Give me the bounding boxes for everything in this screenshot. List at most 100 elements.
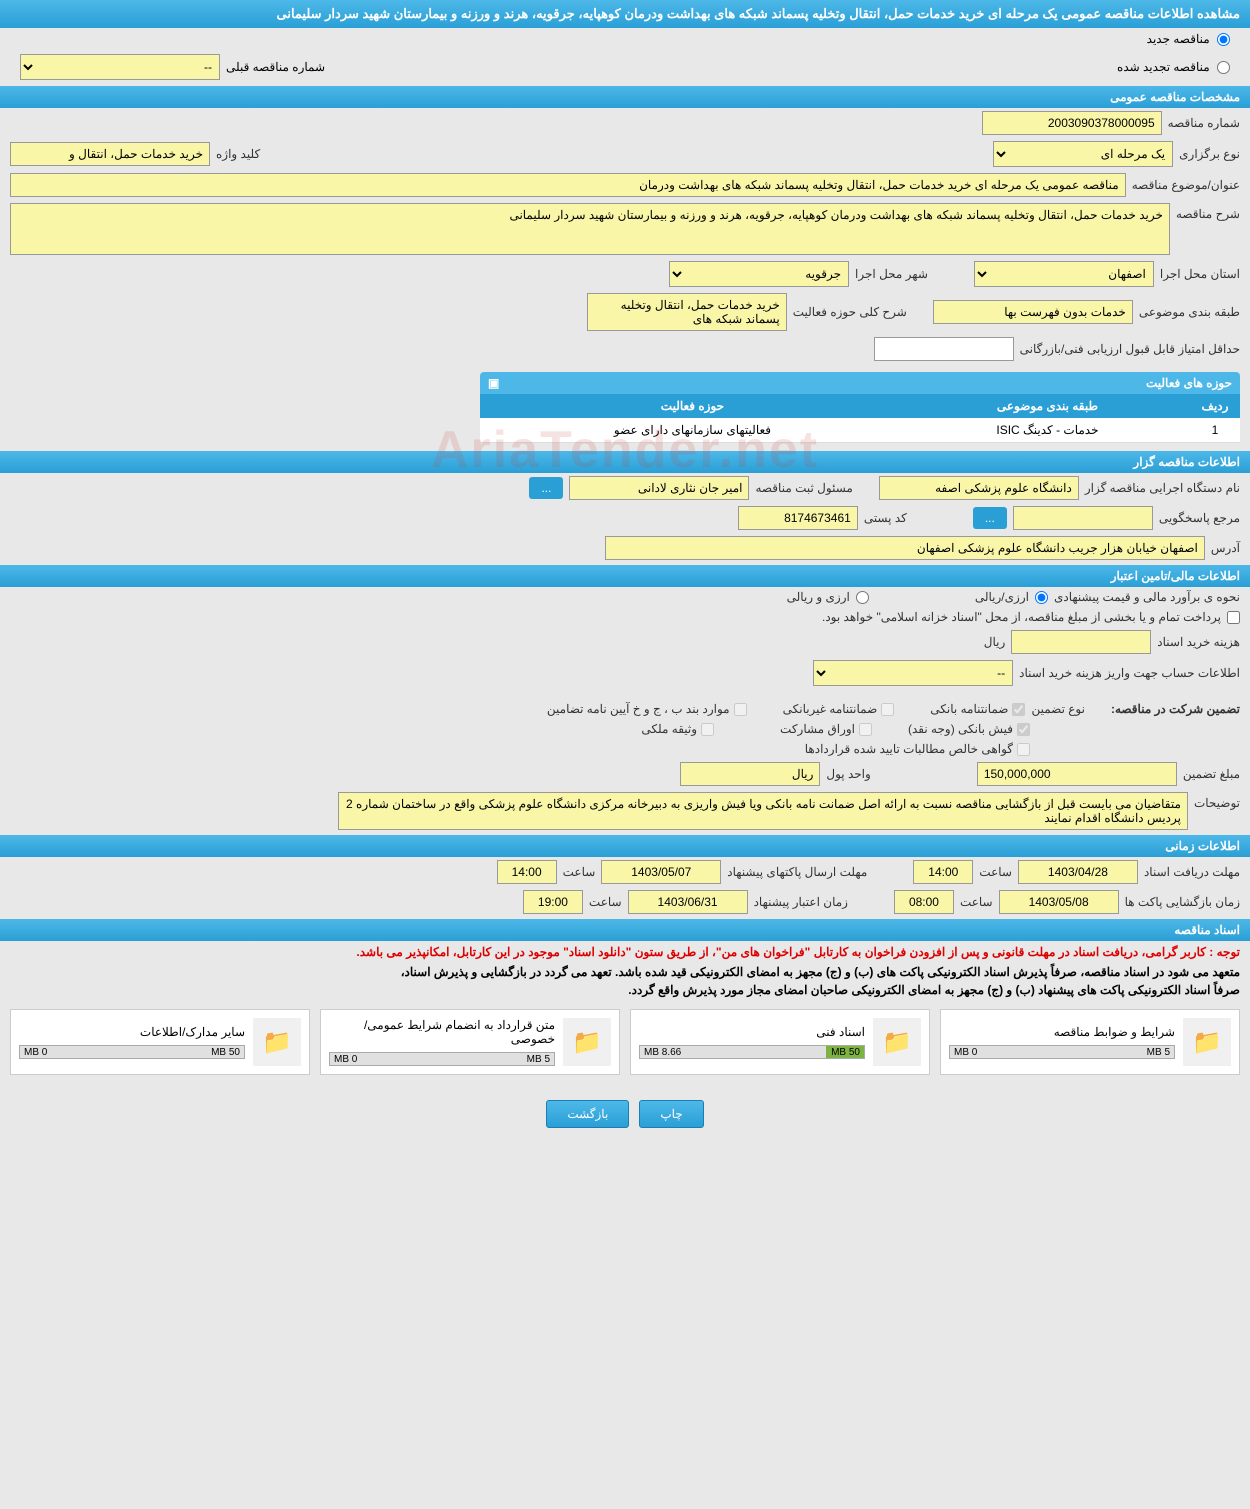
folder-icon: 📁 bbox=[253, 1018, 301, 1066]
select-city[interactable]: جرقویه bbox=[669, 261, 849, 287]
label-postal: کد پستی bbox=[864, 511, 907, 525]
progress-bar: 5 MB0 MB bbox=[949, 1045, 1175, 1059]
input-min-score[interactable] bbox=[874, 337, 1014, 361]
notice-2: صرفاً اسناد الکترونیکی پاکت های پیشنهاد … bbox=[0, 981, 1250, 999]
label-min-score: حداقل امتیاز قابل قبول ارزیابی فنی/بازرگ… bbox=[1020, 342, 1240, 356]
input-receipt-date[interactable] bbox=[1018, 860, 1138, 884]
notice-1: متعهد می شود در اسناد مناقصه، صرفاً پذیر… bbox=[0, 963, 1250, 981]
checkbox-treasury[interactable] bbox=[1227, 611, 1240, 624]
print-button[interactable]: چاپ bbox=[639, 1100, 703, 1128]
input-opening-date[interactable] bbox=[999, 890, 1119, 914]
radio-renewed-tender[interactable] bbox=[1217, 61, 1230, 74]
label-desc: شرح مناقصه bbox=[1176, 203, 1240, 221]
progress-bar: 5 MB0 MB bbox=[329, 1052, 555, 1066]
section-time-info: اطلاعات زمانی bbox=[0, 835, 1250, 857]
label-prev-tender: شماره مناقصه قبلی bbox=[226, 60, 325, 74]
input-keyword[interactable] bbox=[10, 142, 210, 166]
cb-regulation bbox=[734, 703, 747, 716]
label-time1: ساعت bbox=[979, 865, 1012, 879]
label-explanation: توضیحات bbox=[1194, 792, 1240, 810]
label-doc-cost: هزینه خرید اسناد bbox=[1157, 635, 1240, 649]
th-row: ردیف bbox=[1190, 394, 1240, 418]
label-subject: عنوان/موضوع مناقصه bbox=[1132, 178, 1240, 192]
select-holding-type[interactable]: یک مرحله ای bbox=[993, 141, 1173, 167]
input-validity-date[interactable] bbox=[628, 890, 748, 914]
input-postal[interactable] bbox=[738, 506, 858, 530]
page-title: مشاهده اطلاعات مناقصه عمومی یک مرحله ای … bbox=[0, 0, 1250, 28]
progress-bar: 50 MB0 MB bbox=[19, 1045, 245, 1059]
doc-card[interactable]: 📁 اسناد فنی 50 MB8.66 MB bbox=[630, 1009, 930, 1075]
select-province[interactable]: اصفهان bbox=[974, 261, 1154, 287]
label-renewed-tender: مناقصه تجدید شده bbox=[1117, 60, 1210, 74]
input-send-date[interactable] bbox=[601, 860, 721, 884]
input-send-time[interactable] bbox=[497, 860, 557, 884]
textarea-explanation[interactable] bbox=[338, 792, 1188, 830]
doc-title: اسناد فنی bbox=[639, 1025, 865, 1039]
radio-rial[interactable] bbox=[1035, 591, 1048, 604]
label-guarantee-amount: مبلغ تضمین bbox=[1183, 767, 1240, 781]
label-time2: ساعت bbox=[563, 865, 596, 879]
label-rial-unit: ریال bbox=[984, 635, 1006, 649]
more-button-2[interactable]: ... bbox=[973, 507, 1007, 529]
label-respondent: مرجع پاسخگویی bbox=[1159, 511, 1240, 525]
input-opening-time[interactable] bbox=[894, 890, 954, 914]
label-time4: ساعت bbox=[589, 895, 622, 909]
folder-icon: 📁 bbox=[1183, 1018, 1231, 1066]
input-address[interactable] bbox=[605, 536, 1205, 560]
label-rial: ارزی/ریالی bbox=[975, 590, 1029, 604]
doc-card[interactable]: 📁 شرایط و ضوابط مناقصه 5 MB0 MB bbox=[940, 1009, 1240, 1075]
doc-card[interactable]: 📁 سایر مدارک/اطلاعات 50 MB0 MB bbox=[10, 1009, 310, 1075]
doc-title: متن قرارداد به انضمام شرایط عمومی/خصوصی bbox=[329, 1018, 555, 1046]
select-prev-tender[interactable]: -- bbox=[20, 54, 220, 80]
label-responsible: مسئول ثبت مناقصه bbox=[755, 481, 852, 495]
doc-title: سایر مدارک/اطلاعات bbox=[19, 1025, 245, 1039]
cb-bank-receipt bbox=[1017, 723, 1030, 736]
input-receipt-time[interactable] bbox=[913, 860, 973, 884]
section-financial-info: اطلاعات مالی/تامین اعتبار bbox=[0, 565, 1250, 587]
label-account-info: اطلاعات حساب جهت واریز هزینه خرید اسناد bbox=[1019, 666, 1240, 680]
label-city: شهر محل اجرا bbox=[855, 267, 928, 281]
cb-bank-guarantee bbox=[1012, 703, 1025, 716]
input-respondent[interactable] bbox=[1013, 506, 1153, 530]
input-responsible[interactable] bbox=[569, 476, 749, 500]
section-tender-docs: اسناد مناقصه bbox=[0, 919, 1250, 941]
input-subject[interactable] bbox=[10, 173, 1126, 197]
more-button-1[interactable]: ... bbox=[529, 477, 563, 499]
input-guarantee-amount[interactable] bbox=[977, 762, 1177, 786]
label-validity: زمان اعتبار پیشنهاد bbox=[754, 895, 848, 909]
label-keyword: کلید واژه bbox=[216, 147, 260, 161]
textarea-activity-desc[interactable] bbox=[587, 293, 787, 331]
label-treasury: پرداخت تمام و یا بخشی از مبلغ مناقصه، از… bbox=[822, 610, 1221, 624]
input-org[interactable] bbox=[879, 476, 1079, 500]
activity-area-header: حوزه های فعالیت ▣ bbox=[480, 372, 1240, 394]
textarea-desc[interactable] bbox=[10, 203, 1170, 255]
label-guarantee: تضمین شرکت در مناقصه: bbox=[1111, 702, 1240, 716]
label-time3: ساعت bbox=[960, 895, 993, 909]
label-org: نام دستگاه اجرایی مناقصه گزار bbox=[1085, 481, 1240, 495]
label-activity-desc: شرح کلی حوزه فعالیت bbox=[793, 305, 907, 319]
cb-deed bbox=[701, 723, 714, 736]
input-validity-time[interactable] bbox=[523, 890, 583, 914]
input-doc-cost[interactable] bbox=[1011, 630, 1151, 654]
label-address: آدرس bbox=[1211, 541, 1240, 555]
cb-bonds bbox=[859, 723, 872, 736]
radio-new-tender[interactable] bbox=[1217, 33, 1230, 46]
select-account[interactable]: -- bbox=[813, 660, 1013, 686]
doc-title: شرایط و ضوابط مناقصه bbox=[949, 1025, 1175, 1039]
input-currency-unit[interactable] bbox=[680, 762, 820, 786]
input-category[interactable] bbox=[933, 300, 1133, 324]
label-guarantee-type: نوع تضمین bbox=[1031, 702, 1084, 716]
cb-non-bank bbox=[881, 703, 894, 716]
collapse-icon[interactable]: ▣ bbox=[488, 376, 499, 390]
section-general-spec: مشخصات مناقصه عمومی bbox=[0, 86, 1250, 108]
radio-foreign[interactable] bbox=[856, 591, 869, 604]
doc-card[interactable]: 📁 متن قرارداد به انضمام شرایط عمومی/خصوص… bbox=[320, 1009, 620, 1075]
cb-receivables bbox=[1017, 743, 1030, 756]
label-currency-unit: واحد پول bbox=[826, 767, 870, 781]
back-button[interactable]: بازگشت bbox=[546, 1100, 629, 1128]
label-opening: زمان بازگشایی پاکت ها bbox=[1125, 895, 1240, 909]
input-tender-no[interactable] bbox=[982, 111, 1162, 135]
folder-icon: 📁 bbox=[873, 1018, 921, 1066]
label-category: طبقه بندی موضوعی bbox=[1139, 305, 1240, 319]
activity-table: ردیف طبقه بندی موضوعی حوزه فعالیت 1 خدما… bbox=[480, 394, 1240, 443]
